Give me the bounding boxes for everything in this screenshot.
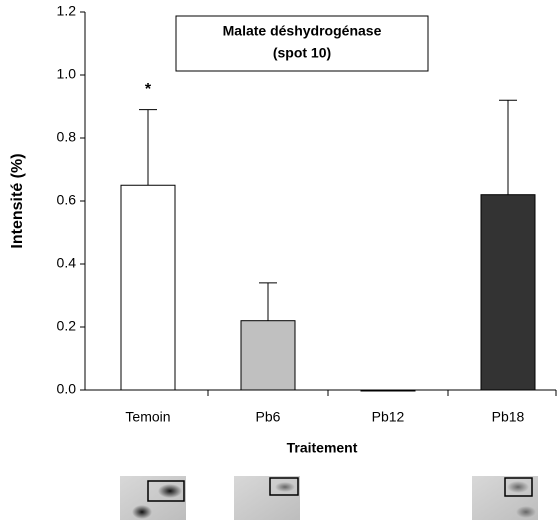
- y-axis-label: Intensité (%): [9, 153, 26, 248]
- gel-spot: [158, 484, 182, 498]
- gel-spot: [132, 505, 152, 519]
- gel-images: [120, 476, 538, 520]
- gel-spot: [516, 506, 536, 518]
- y-tick-label: 0.0: [57, 381, 77, 397]
- y-tick-label: 0.2: [57, 318, 77, 334]
- gel-spot: [275, 482, 295, 492]
- y-tick-label: 0.4: [57, 255, 77, 271]
- gel-box: [504, 477, 533, 497]
- x-tick-label: Pb12: [372, 409, 405, 425]
- gel-image: [120, 476, 186, 520]
- chart-subtitle: (spot 10): [273, 45, 331, 61]
- gel-spot: [507, 481, 529, 493]
- bar: [120, 184, 176, 391]
- y-tick-label: 0.8: [57, 129, 77, 145]
- y-tick-label: 0.6: [57, 192, 77, 208]
- y-tick-label: 1.2: [57, 3, 77, 19]
- y-tick-label: 1.0: [57, 66, 77, 82]
- chart-title: Malate déshydrogénase: [223, 23, 382, 39]
- bar: [360, 389, 416, 392]
- bar: [480, 194, 536, 391]
- bar: [240, 320, 296, 391]
- x-tick-label: Pb18: [492, 409, 525, 425]
- x-tick-label: Temoin: [125, 409, 170, 425]
- title-box: [175, 15, 429, 72]
- annotation: *: [145, 81, 152, 98]
- x-axis-label: Traitement: [287, 440, 358, 456]
- gel-image: [234, 476, 300, 520]
- gel-box: [269, 477, 299, 496]
- gel-box: [147, 480, 185, 502]
- x-tick-label: Pb6: [256, 409, 281, 425]
